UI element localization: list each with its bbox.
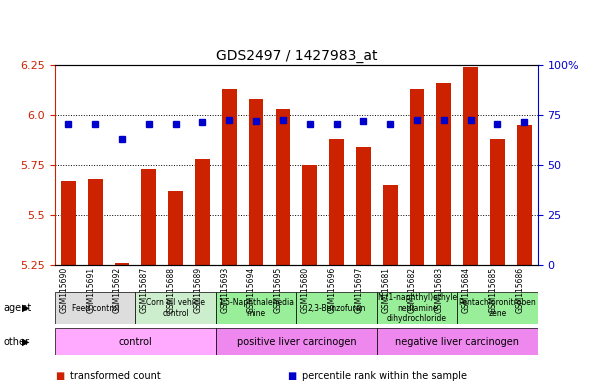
Bar — [356, 147, 371, 265]
Text: GSM115692: GSM115692 — [113, 267, 122, 313]
Bar — [296, 292, 377, 324]
Bar — [136, 292, 216, 324]
Bar — [195, 159, 210, 265]
Text: positive liver carcinogen: positive liver carcinogen — [236, 337, 356, 347]
Bar — [61, 181, 76, 265]
Bar — [168, 191, 183, 265]
Bar — [142, 169, 156, 265]
Text: 2,3-Benzofuran: 2,3-Benzofuran — [307, 304, 366, 313]
Text: GSM115691: GSM115691 — [86, 267, 95, 313]
Bar — [457, 292, 538, 324]
Text: GSM115688: GSM115688 — [167, 267, 176, 313]
Text: GSM115687: GSM115687 — [140, 267, 149, 313]
Bar — [377, 292, 457, 324]
Text: Feed control: Feed control — [71, 304, 119, 313]
Text: Pentachloronitroben
zene: Pentachloronitroben zene — [459, 298, 536, 318]
Text: GSM115681: GSM115681 — [381, 267, 390, 313]
Text: ■: ■ — [287, 371, 296, 381]
Text: Corn oil vehicle
control: Corn oil vehicle control — [146, 298, 205, 318]
Bar — [276, 109, 290, 265]
Bar — [463, 67, 478, 265]
Text: GSM115680: GSM115680 — [301, 267, 310, 313]
Bar — [249, 99, 263, 265]
Text: agent: agent — [3, 303, 31, 313]
Text: GSM115689: GSM115689 — [194, 267, 202, 313]
Text: GSM115695: GSM115695 — [274, 267, 283, 313]
Text: negative liver carcinogen: negative liver carcinogen — [395, 337, 519, 347]
Bar — [490, 139, 505, 265]
Bar — [216, 292, 296, 324]
Bar — [222, 89, 236, 265]
Bar — [377, 328, 538, 355]
Text: GSM115682: GSM115682 — [408, 267, 417, 313]
Text: percentile rank within the sample: percentile rank within the sample — [302, 371, 467, 381]
Bar — [55, 292, 136, 324]
Bar — [517, 125, 532, 265]
Text: other: other — [3, 337, 29, 347]
Text: GSM115690: GSM115690 — [59, 267, 68, 313]
Text: ▶: ▶ — [22, 303, 29, 313]
Bar — [88, 179, 103, 265]
Bar — [55, 328, 216, 355]
Bar — [329, 139, 344, 265]
Bar — [216, 328, 377, 355]
Text: GSM115696: GSM115696 — [327, 267, 337, 313]
Text: GSM115694: GSM115694 — [247, 267, 256, 313]
Text: GSM115685: GSM115685 — [488, 267, 497, 313]
Bar — [383, 185, 398, 265]
Text: GSM115684: GSM115684 — [462, 267, 470, 313]
Bar — [409, 89, 425, 265]
Text: ▶: ▶ — [22, 337, 29, 347]
Bar — [302, 165, 317, 265]
Text: GSM115697: GSM115697 — [354, 267, 364, 313]
Text: GSM115686: GSM115686 — [515, 267, 524, 313]
Title: GDS2497 / 1427983_at: GDS2497 / 1427983_at — [216, 49, 377, 63]
Text: N-(1-naphthyl)ethyle
nediamine
dihydrochloride: N-(1-naphthyl)ethyle nediamine dihydroch… — [377, 293, 457, 323]
Text: control: control — [119, 337, 152, 347]
Text: ■: ■ — [55, 371, 64, 381]
Text: GSM115683: GSM115683 — [435, 267, 444, 313]
Bar — [436, 83, 451, 265]
Text: transformed count: transformed count — [70, 371, 161, 381]
Text: 1,5-Naphthalenedia
mine: 1,5-Naphthalenedia mine — [218, 298, 294, 318]
Bar — [115, 263, 130, 265]
Text: GSM115693: GSM115693 — [221, 267, 229, 313]
